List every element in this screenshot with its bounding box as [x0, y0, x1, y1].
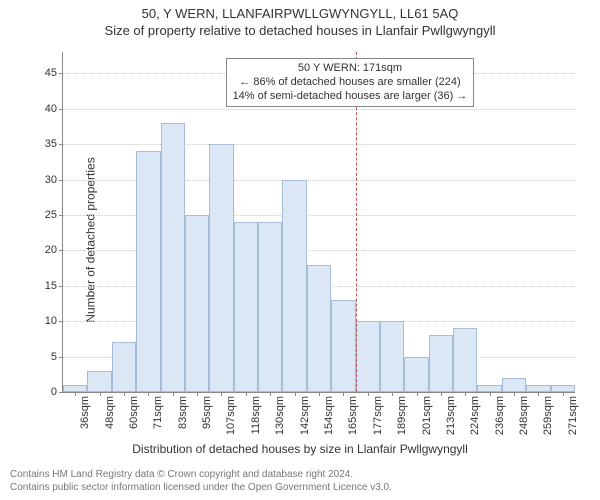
- x-tick-label: 142sqm: [299, 392, 311, 435]
- x-tick-mark: [392, 392, 393, 396]
- x-tick-mark: [343, 392, 344, 396]
- histogram-bar: [380, 321, 404, 392]
- x-tick-label: 201sqm: [421, 392, 433, 435]
- x-tick-label: 130sqm: [274, 392, 286, 435]
- y-tick-label: 40: [45, 103, 63, 115]
- x-tick-mark: [270, 392, 271, 396]
- histogram-bar: [136, 151, 160, 392]
- x-tick-mark: [441, 392, 442, 396]
- x-tick-mark: [246, 392, 247, 396]
- histogram-bar: [526, 385, 550, 392]
- histogram-bar: [63, 385, 87, 392]
- x-tick-label: 271sqm: [567, 392, 579, 435]
- footer-line1: Contains HM Land Registry data © Crown c…: [10, 469, 392, 482]
- marker-callout: 50 Y WERN: 171sqm ← 86% of detached hous…: [226, 58, 475, 107]
- x-tick-mark: [514, 392, 515, 396]
- x-tick-mark: [173, 392, 174, 396]
- histogram-bar: [234, 222, 258, 392]
- x-tick-label: 95sqm: [201, 392, 213, 429]
- x-tick-mark: [417, 392, 418, 396]
- histogram-bar: [502, 378, 526, 392]
- histogram-bar: [307, 265, 331, 393]
- x-tick-label: 60sqm: [128, 392, 140, 429]
- chart-title: 50, Y WERN, LLANFAIRPWLLGWYNGYLL, LL61 5…: [0, 6, 600, 38]
- x-tick-label: 259sqm: [542, 392, 554, 435]
- y-tick-label: 20: [45, 244, 63, 256]
- x-tick-label: 71sqm: [152, 392, 164, 429]
- x-tick-label: 213sqm: [445, 392, 457, 435]
- x-tick-mark: [319, 392, 320, 396]
- x-tick-mark: [490, 392, 491, 396]
- x-axis-label: Distribution of detached houses by size …: [0, 442, 600, 456]
- histogram-bar: [282, 180, 306, 393]
- y-tick-label: 35: [45, 138, 63, 150]
- histogram-bar: [356, 321, 380, 392]
- footer-line2: Contains public sector information licen…: [10, 482, 392, 495]
- x-tick-label: 248sqm: [518, 392, 530, 435]
- x-tick-mark: [465, 392, 466, 396]
- y-tick-label: 15: [45, 280, 63, 292]
- x-tick-mark: [100, 392, 101, 396]
- x-tick-mark: [295, 392, 296, 396]
- histogram-bar: [87, 371, 111, 392]
- histogram-bar: [404, 357, 428, 392]
- callout-line1: 50 Y WERN: 171sqm: [233, 62, 468, 76]
- histogram-plot: 05101520253035404536sqm48sqm60sqm71sqm83…: [62, 52, 575, 393]
- y-tick-label: 30: [45, 174, 63, 186]
- x-tick-mark: [197, 392, 198, 396]
- x-tick-label: 189sqm: [396, 392, 408, 435]
- histogram-bar: [453, 328, 477, 392]
- grid-line: [63, 109, 575, 110]
- x-tick-mark: [148, 392, 149, 396]
- y-tick-label: 45: [45, 67, 63, 79]
- callout-line2: ← 86% of detached houses are smaller (22…: [233, 76, 468, 90]
- callout-line3: 14% of semi-detached houses are larger (…: [233, 90, 468, 104]
- histogram-bar: [185, 215, 209, 392]
- histogram-bar: [551, 385, 575, 392]
- histogram-bar: [331, 300, 355, 392]
- x-tick-label: 83sqm: [177, 392, 189, 429]
- x-tick-label: 236sqm: [494, 392, 506, 435]
- title-line2: Size of property relative to detached ho…: [0, 23, 600, 38]
- histogram-bar: [161, 123, 185, 392]
- histogram-bar: [429, 335, 453, 392]
- x-tick-label: 177sqm: [372, 392, 384, 435]
- x-tick-mark: [563, 392, 564, 396]
- grid-line: [63, 144, 575, 145]
- y-tick-label: 0: [51, 386, 63, 398]
- footer: Contains HM Land Registry data © Crown c…: [10, 469, 392, 494]
- y-tick-label: 10: [45, 315, 63, 327]
- x-tick-label: 154sqm: [323, 392, 335, 435]
- x-tick-mark: [124, 392, 125, 396]
- x-tick-label: 36sqm: [79, 392, 91, 429]
- x-tick-mark: [75, 392, 76, 396]
- histogram-bar: [209, 144, 233, 392]
- histogram-bar: [477, 385, 501, 392]
- y-tick-label: 25: [45, 209, 63, 221]
- x-tick-label: 48sqm: [104, 392, 116, 429]
- x-tick-label: 107sqm: [225, 392, 237, 435]
- x-tick-label: 165sqm: [347, 392, 359, 435]
- x-tick-label: 224sqm: [469, 392, 481, 435]
- x-tick-label: 118sqm: [250, 392, 262, 434]
- y-tick-label: 5: [51, 351, 63, 363]
- histogram-bar: [258, 222, 282, 392]
- x-tick-mark: [221, 392, 222, 396]
- x-tick-mark: [538, 392, 539, 396]
- title-line1: 50, Y WERN, LLANFAIRPWLLGWYNGYLL, LL61 5…: [0, 6, 600, 21]
- histogram-bar: [112, 342, 136, 392]
- x-tick-mark: [368, 392, 369, 396]
